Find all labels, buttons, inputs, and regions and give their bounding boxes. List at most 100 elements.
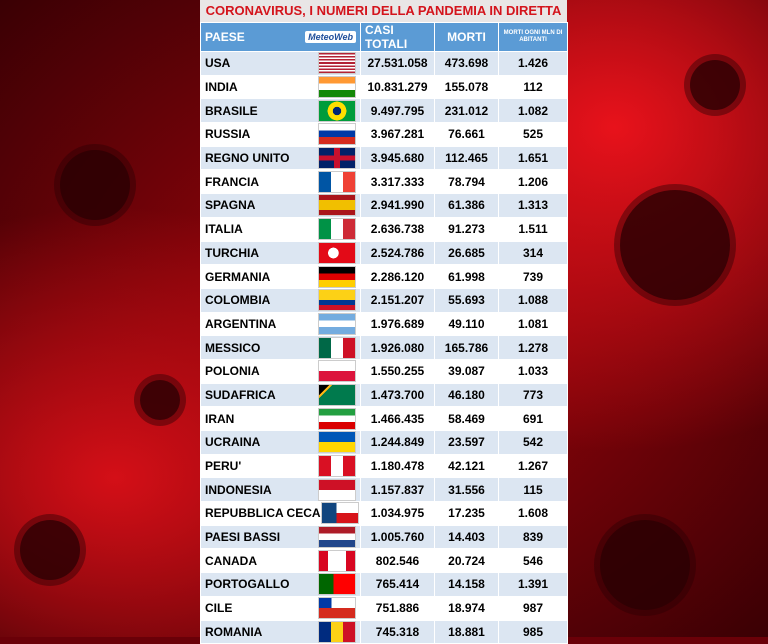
per-million-cell: 112 [498,74,568,100]
cases-cell: 3.967.281 [360,122,435,147]
cases-cell: 1.466.435 [360,406,435,431]
per-million-cell: 839 [498,524,568,550]
table-row: INDONESIA 1.157.837 31.556 115 [200,477,568,503]
virus-decoration [20,520,80,580]
country-cell: ITALIA [200,216,361,242]
deaths-cell: 49.110 [434,311,499,337]
country-name: PERU' [205,459,242,474]
table-row: FRANCIA 3.317.333 78.794 1.206 [200,169,568,195]
deaths-cell: 91.273 [434,216,499,242]
cases-cell: 1.473.700 [360,382,435,408]
deaths-cell: 26.685 [434,240,499,266]
virus-decoration [620,190,730,300]
country-cell: REGNO UNITO [200,145,361,171]
virus-decoration [60,150,130,220]
per-million-cell: 1.206 [498,169,568,195]
poland-flag-icon [318,360,356,383]
table-row: CANADA 802.546 20.724 546 [200,548,568,574]
cases-cell: 745.318 [360,619,435,644]
deaths-cell: 61.998 [434,264,499,289]
country-cell: BRASILE [200,98,361,124]
cases-cell: 2.286.120 [360,264,435,289]
country-cell: ROMANIA [200,619,361,644]
country-cell: SPAGNA [200,193,361,218]
cases-cell: 751.886 [360,595,435,621]
country-cell: TURCHIA [200,240,361,266]
chile-flag-icon [318,597,356,620]
deaths-cell: 18.974 [434,595,499,621]
per-million-cell: 1.651 [498,145,568,171]
country-name: CILE [205,601,233,616]
country-name: BRASILE [205,103,258,118]
cases-cell: 765.414 [360,572,435,597]
cases-cell: 1.244.849 [360,430,435,455]
cases-cell: 1.157.837 [360,477,435,503]
cases-cell: 2.151.207 [360,287,435,313]
per-million-cell: 1.511 [498,216,568,242]
country-name: IRAN [205,411,235,426]
cases-cell: 27.531.058 [360,51,435,76]
brazil-flag-icon [318,99,356,122]
deaths-cell: 14.158 [434,572,499,597]
country-name: TURCHIA [205,245,259,260]
table-row: ROMANIA 745.318 18.881 985 [200,619,568,644]
peru-flag-icon [318,455,356,477]
table-row: INDIA 10.831.279 155.078 112 [200,74,568,100]
table-row: ARGENTINA 1.976.689 49.110 1.081 [200,311,568,337]
per-million-cell: 1.608 [498,501,568,526]
country-name: ITALIA [205,222,243,237]
table-row: PERU' 1.180.478 42.121 1.267 [200,453,568,479]
per-million-cell: 314 [498,240,568,266]
country-cell: COLOMBIA [200,287,361,313]
table-row: POLONIA 1.550.255 39.087 1.033 [200,358,568,384]
country-name: INDIA [205,80,238,95]
cases-cell: 9.497.795 [360,98,435,124]
country-name: MESSICO [205,340,261,355]
deaths-cell: 165.786 [434,335,499,360]
per-million-cell: 1.267 [498,453,568,479]
deaths-cell: 46.180 [434,382,499,408]
table-row: REPUBBLICA CECA 1.034.975 17.235 1.608 [200,501,568,526]
deaths-cell: 39.087 [434,358,499,384]
per-million-cell: 985 [498,619,568,644]
country-cell: PERU' [200,453,361,479]
per-million-cell: 987 [498,595,568,621]
country-cell: POLONIA [200,358,361,384]
deaths-cell: 231.012 [434,98,499,124]
mexico-flag-icon [318,336,356,359]
country-name: SUDAFRICA [205,387,276,402]
country-name: GERMANIA [205,269,271,284]
deaths-cell: 18.881 [434,619,499,644]
table-row: TURCHIA 2.524.786 26.685 314 [200,240,568,266]
country-cell: IRAN [200,406,361,431]
country-name: COLOMBIA [205,293,271,308]
per-million-cell: 542 [498,430,568,455]
portugal-flag-icon [318,573,356,596]
page-title: CORONAVIRUS, I NUMERI DELLA PANDEMIA IN … [200,0,567,22]
per-million-cell: 546 [498,548,568,574]
cases-cell: 1.034.975 [360,501,435,526]
country-name: INDONESIA [205,482,272,497]
deaths-cell: 473.698 [434,51,499,76]
table-row: PAESI BASSI 1.005.760 14.403 839 [200,524,568,550]
country-name: UCRAINA [205,435,261,450]
cases-cell: 1.005.760 [360,524,435,550]
country-name: FRANCIA [205,174,259,189]
cases-cell: 3.317.333 [360,169,435,195]
stats-panel: CORONAVIRUS, I NUMERI DELLA PANDEMIA IN … [200,0,568,644]
country-cell: UCRAINA [200,430,361,455]
country-name: CANADA [205,553,257,568]
table-row: UCRAINA 1.244.849 23.597 542 [200,430,568,455]
meteoweb-logo: MeteoWeb [305,31,356,43]
per-million-cell: 115 [498,477,568,503]
virus-decoration [690,60,740,110]
country-cell: USA [200,51,361,76]
canada-flag-icon [318,549,356,572]
table-row: CILE 751.886 18.974 987 [200,595,568,621]
deaths-cell: 55.693 [434,287,499,313]
cases-cell: 3.945.680 [360,145,435,171]
country-cell: INDIA [200,74,361,100]
country-name: RUSSIA [205,127,251,142]
table-row: USA 27.531.058 473.698 1.426 [200,51,568,76]
virus-decoration [600,520,690,610]
